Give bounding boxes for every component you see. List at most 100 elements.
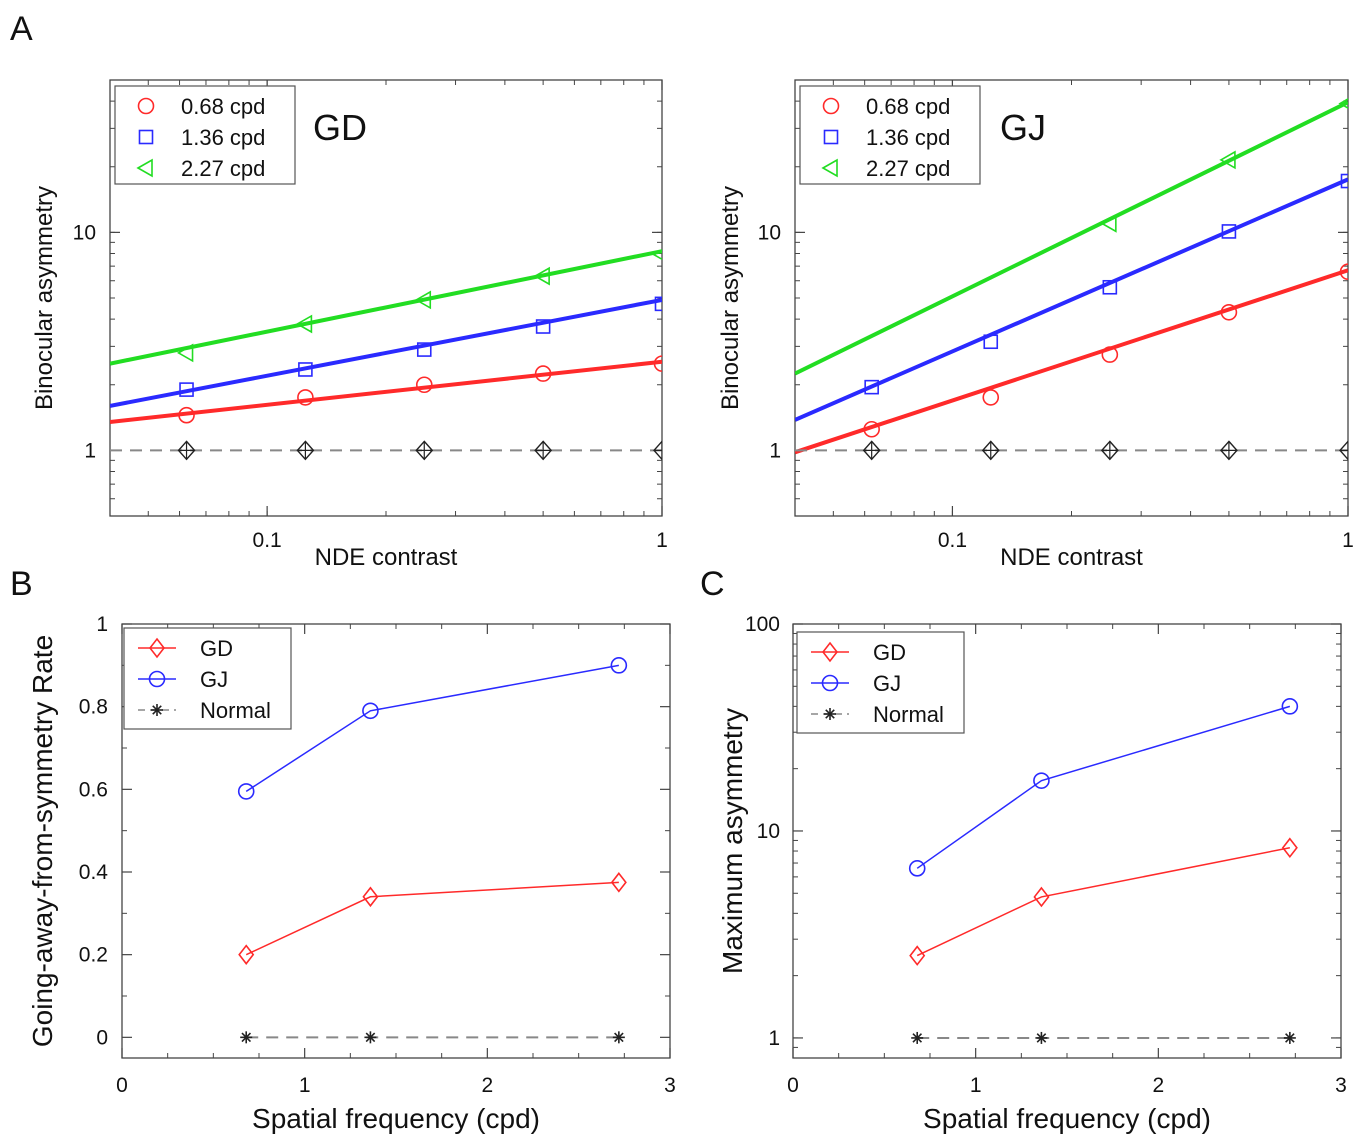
x-tick-label: 2 (1152, 1074, 1164, 1097)
fit-line-0-68-cpd (110, 359, 662, 424)
legend-label: 1.36 cpd (181, 125, 265, 150)
y-tick-label: 1 (769, 439, 781, 462)
x-axis-label: Spatial frequency (cpd) (923, 1103, 1211, 1134)
plot-area (908, 698, 1299, 1044)
y-tick-label: 0 (96, 1026, 108, 1049)
y-tick-label: 10 (73, 221, 96, 244)
y-tick-label: 1 (768, 1027, 780, 1050)
data-point (177, 440, 196, 461)
legend-box (114, 85, 296, 185)
data-point (983, 334, 999, 350)
data-point (654, 296, 662, 312)
legend-marker (138, 129, 154, 145)
chart-maximum-asymmetry: 0 1 2 3 1 10 100 Spatial frequency (cpd) Maximum… (717, 613, 1347, 1134)
legend-box (799, 85, 981, 185)
data-point (364, 1031, 377, 1044)
data-point (178, 406, 195, 424)
legend-marker (151, 704, 163, 716)
x-axis-label: Spatial frequency (cpd) (252, 1103, 540, 1134)
legend-marker (148, 637, 166, 659)
y-axis-label: Binocular asymmetry (717, 186, 744, 410)
data-point (362, 702, 379, 720)
x-tick-label: 0.1 (253, 529, 282, 552)
data-point (1100, 440, 1119, 461)
subject-label: GJ (1000, 107, 1046, 148)
legend-label: Normal (873, 702, 944, 727)
data-point (298, 362, 313, 377)
data-point (652, 249, 662, 261)
data-point (1281, 837, 1298, 859)
fit-line-1-36-cpd (110, 297, 662, 408)
data-point (612, 1031, 625, 1044)
legend-label: GD (200, 636, 233, 661)
legend-marker (823, 129, 839, 145)
x-axis-label: NDE contrast (315, 544, 458, 571)
data-point (1101, 346, 1119, 363)
data-point (908, 860, 926, 877)
legend: 0.68 cpd 1.36 cpd 2.27 cpd (114, 85, 296, 185)
legend-label: 1.36 cpd (866, 125, 950, 150)
legend-label: Normal (200, 698, 271, 723)
panel-label-b: B (10, 565, 33, 603)
x-tick-label: 0.1 (938, 529, 967, 552)
fit-line-1-36-cpd (795, 177, 1348, 422)
data-point (415, 376, 433, 394)
plot-area (795, 98, 1348, 461)
y-tick-label: 0.4 (79, 861, 109, 884)
data-point (535, 319, 551, 334)
data-point (653, 440, 662, 461)
x-axis-label: NDE contrast (1000, 544, 1143, 571)
data-point (534, 440, 553, 461)
data-point (981, 440, 1000, 461)
data-point (1219, 440, 1238, 461)
data-point (414, 290, 432, 310)
x-tick-label: 1 (656, 529, 668, 552)
legend: 0.68 cpd 1.36 cpd 2.27 cpd (799, 85, 981, 185)
data-point (296, 440, 315, 461)
y-tick-label: 10 (757, 820, 780, 843)
y-axis-label: Binocular asymmetry (31, 186, 58, 410)
data-point (653, 355, 662, 372)
legend-marker (821, 674, 839, 692)
y-tick-label: 0.6 (79, 778, 108, 801)
x-tick-label: 1 (299, 1074, 311, 1097)
series-line-gj (916, 705, 1291, 869)
data-point (862, 440, 881, 461)
legend-marker (822, 97, 840, 115)
x-tick-label: 3 (1335, 1074, 1347, 1097)
data-point (1033, 772, 1050, 789)
y-tick-label: 0.8 (79, 696, 108, 719)
y-tick-label: 1 (96, 613, 108, 636)
data-point (240, 1031, 253, 1044)
chart-going-away-rate: 0 1 2 3 0 0.2 0.4 0.6 0.8 1 Spatial frequency (cpd… (27, 613, 676, 1134)
data-point (911, 1031, 924, 1044)
series-line-gd (245, 881, 619, 956)
series-line-gj (245, 664, 619, 793)
x-tick-label: 0 (787, 1074, 799, 1097)
data-point (610, 657, 628, 674)
legend-marker (137, 97, 155, 115)
data-point (416, 342, 432, 357)
chart-gd-asymmetry: 0.1 1 1 10 NDE contrast Binocular asymmetry 0.… (31, 79, 668, 571)
data-point (982, 389, 1000, 406)
plot-area (237, 657, 628, 1044)
subject-label: GD (313, 107, 367, 148)
legend-marker (824, 708, 836, 720)
data-point (1339, 440, 1348, 461)
legend-marker (148, 670, 166, 688)
legend-label: GD (873, 640, 906, 665)
legend-label: 0.68 cpd (181, 94, 265, 119)
fit-line-0-68-cpd (795, 268, 1348, 455)
series-line-gd (916, 846, 1290, 957)
legend: GD GJ Normal (796, 631, 965, 734)
data-point (297, 389, 314, 406)
data-point (1221, 224, 1237, 239)
x-tick-label: 1 (970, 1074, 982, 1097)
data-point (237, 783, 255, 800)
legend-marker (821, 158, 838, 178)
y-tick-label: 100 (745, 613, 780, 636)
fit-line-2-27-cpd (110, 249, 662, 366)
data-point (1338, 98, 1348, 110)
legend-label: 0.68 cpd (866, 94, 950, 119)
